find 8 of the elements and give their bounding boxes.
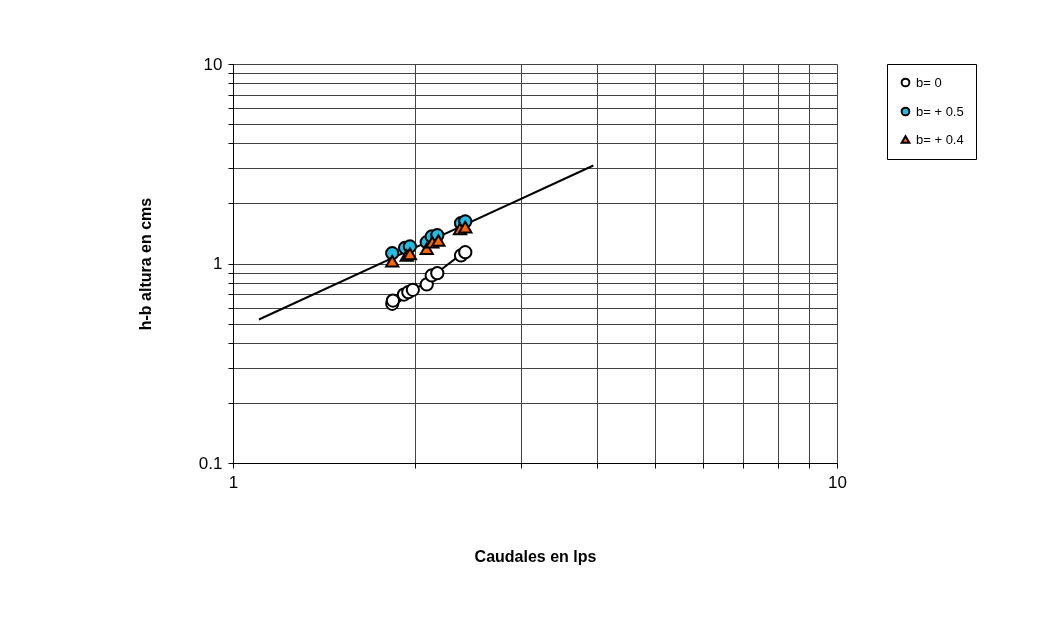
x-axis-title: Caudales en lps [474,547,597,565]
y-axis-title: h-b altura en cms [136,197,154,331]
legend-label: b= 0 [916,74,942,90]
y-tick-label: 1 [213,254,223,273]
legend-label: b= + 0.5 [916,103,964,119]
y-tick-label: 10 [203,54,223,74]
y-tick-label: 0.1 [198,453,223,473]
legend-label: b= + 0.4 [916,131,964,147]
